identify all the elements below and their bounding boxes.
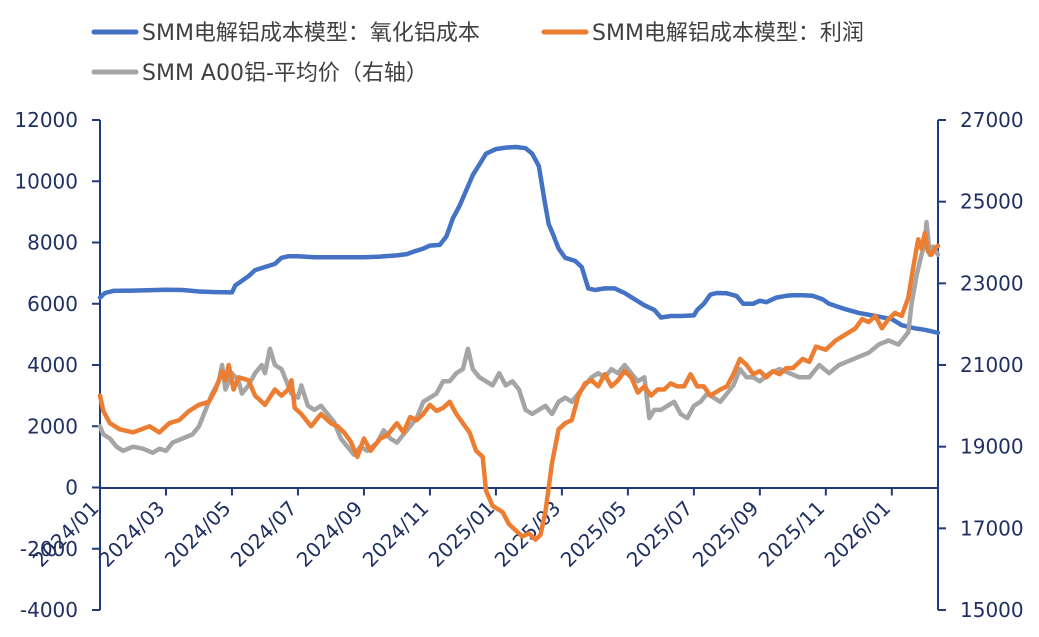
left-tick-label: 2000 [27, 414, 78, 438]
x-tick-label: 2024/11 [358, 496, 434, 572]
right-tick-label: 17000 [960, 516, 1024, 540]
left-tick-label: 4000 [27, 353, 78, 377]
series-line-alumina-cost [100, 147, 938, 333]
x-tick-label: 2024/05 [160, 496, 236, 572]
series-line-a00-price [100, 222, 938, 455]
x-tick-label: 2025/09 [688, 496, 764, 572]
right-tick-label: 19000 [960, 435, 1024, 459]
x-tick-label: 2024/03 [94, 496, 170, 572]
legend: SMM电解铝成本模型：氧化铝成本 SMM电解铝成本模型：利润 SMM A00铝-… [94, 21, 864, 86]
right-tick-label: 25000 [960, 190, 1024, 214]
legend-label-alumina-cost: SMM电解铝成本模型：氧化铝成本 [142, 21, 480, 46]
left-tick-label: 0 [65, 476, 78, 500]
right-tick-label: 21000 [960, 353, 1024, 377]
x-axis-ticks: 2024/012024/032024/052024/072024/092024/… [28, 488, 896, 572]
left-tick-label: 10000 [14, 169, 78, 193]
x-tick-label: 2025/01 [424, 496, 500, 572]
left-tick-label: 8000 [27, 231, 78, 255]
x-tick-label: 2025/07 [622, 496, 698, 572]
x-tick-label: 2024/09 [292, 496, 368, 572]
x-tick-label: 2025/05 [556, 496, 632, 572]
series-lines [100, 147, 938, 540]
left-tick-label: 6000 [27, 292, 78, 316]
legend-label-profit: SMM电解铝成本模型：利润 [592, 21, 864, 46]
right-axis-ticks: 27000 25000 23000 21000 19000 17000 15000 [938, 108, 1024, 622]
legend-label-a00-price: SMM A00铝-平均价（右轴） [142, 61, 428, 86]
right-tick-label: 15000 [960, 598, 1024, 622]
x-tick-label: 2024/07 [226, 496, 302, 572]
left-tick-label: 12000 [14, 108, 78, 132]
right-tick-label: 27000 [960, 108, 1024, 132]
x-tick-label: 2026/01 [820, 496, 896, 572]
x-tick-label: 2025/11 [754, 496, 830, 572]
right-tick-label: 23000 [960, 271, 1024, 295]
chart-canvas: SMM电解铝成本模型：氧化铝成本 SMM电解铝成本模型：利润 SMM A00铝-… [0, 0, 1039, 637]
left-tick-label: -4000 [20, 598, 78, 622]
